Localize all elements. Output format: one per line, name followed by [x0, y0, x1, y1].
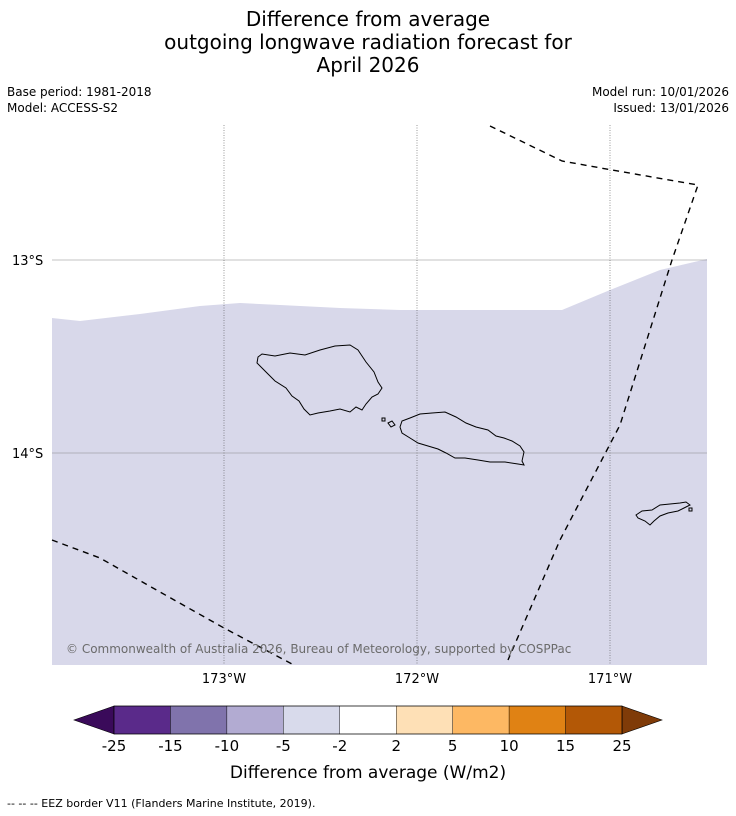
upolu-island [399, 411, 525, 466]
eez-border-southwest [51, 539, 293, 665]
lat-label-13s: 13°S [12, 254, 43, 269]
colorbar-tick-label: -2 [332, 737, 347, 755]
colorbar-swatches [113, 705, 623, 735]
graticule [52, 259, 707, 454]
meta-right: Model run: 10/01/2026 Issued: 13/01/2026 [592, 84, 729, 116]
colorbar-tick-label: -10 [215, 737, 240, 755]
colorbar-frame [113, 705, 623, 735]
colorbar-swatch [170, 705, 228, 735]
colorbar-tick-label: 25 [612, 737, 631, 755]
lon-label-172w: 172°W [395, 672, 439, 687]
eez-borders [51, 125, 699, 665]
colorbar-tick-label: 10 [500, 737, 519, 755]
colorbar-swatch [508, 705, 566, 735]
savaii-island [256, 344, 383, 416]
colorbar-swatch [565, 705, 623, 735]
colorbar-tick-label: -25 [102, 737, 127, 755]
copyright-text: © Commonwealth of Australia 2026, Bureau… [66, 642, 571, 656]
model-name: Model: ACCESS-S2 [7, 101, 119, 115]
manono-islet [387, 420, 396, 428]
colorbar-swatch [396, 705, 453, 735]
colorbar-tick-label: 5 [448, 737, 458, 755]
meridians [223, 125, 611, 665]
colorbar-tick-labels: -25 -15 -10 -5 -2 2 5 10 15 25 [102, 737, 632, 755]
colorbar-title: Difference from average (W/m2) [230, 763, 506, 783]
model-run: Model run: 10/01/2026 [591, 85, 729, 99]
lat-label-14s: 14°S [12, 447, 43, 462]
lon-label-171w: 171°W [588, 672, 632, 687]
colorbar-tick-label: -5 [276, 737, 291, 755]
aunuu-islet [688, 507, 693, 512]
meta-left: Base period: 1981-2018 Model: ACCESS-S2 [7, 84, 152, 116]
colorbar-tick-label: -15 [158, 737, 183, 755]
map-title: Difference from average outgoing longwav… [0, 8, 736, 77]
colorbar-tick-label: 2 [391, 737, 401, 755]
olr-anomaly-field [52, 259, 707, 665]
colorbar-over-arrow [621, 705, 663, 735]
apolima-islet [381, 417, 386, 422]
colorbar-swatch [113, 705, 171, 735]
title-line-1: Difference from average [245, 7, 491, 31]
eez-footnote: -- -- -- EEZ border V11 (Flanders Marine… [7, 797, 316, 810]
title-line-2: outgoing longwave radiation forecast for [164, 30, 572, 54]
coastlines [256, 344, 693, 526]
issued-date: Issued: 13/01/2026 [613, 101, 729, 115]
colorbar-swatch [339, 705, 397, 735]
colorbar-under-arrow [73, 705, 115, 735]
tutuila-island [635, 501, 691, 526]
colorbar-swatch [452, 705, 510, 735]
eez-border-east [489, 125, 699, 661]
title-line-3: April 2026 [316, 53, 420, 77]
colorbar-swatch [283, 705, 340, 735]
colorbar-swatch [226, 705, 284, 735]
colorbar-tick-label: 15 [556, 737, 575, 755]
base-period: Base period: 1981-2018 [7, 85, 152, 99]
lon-label-173w: 173°W [202, 672, 246, 687]
colorbar: -25 -15 -10 -5 -2 2 5 10 15 25 Difference from av… [73, 705, 663, 783]
